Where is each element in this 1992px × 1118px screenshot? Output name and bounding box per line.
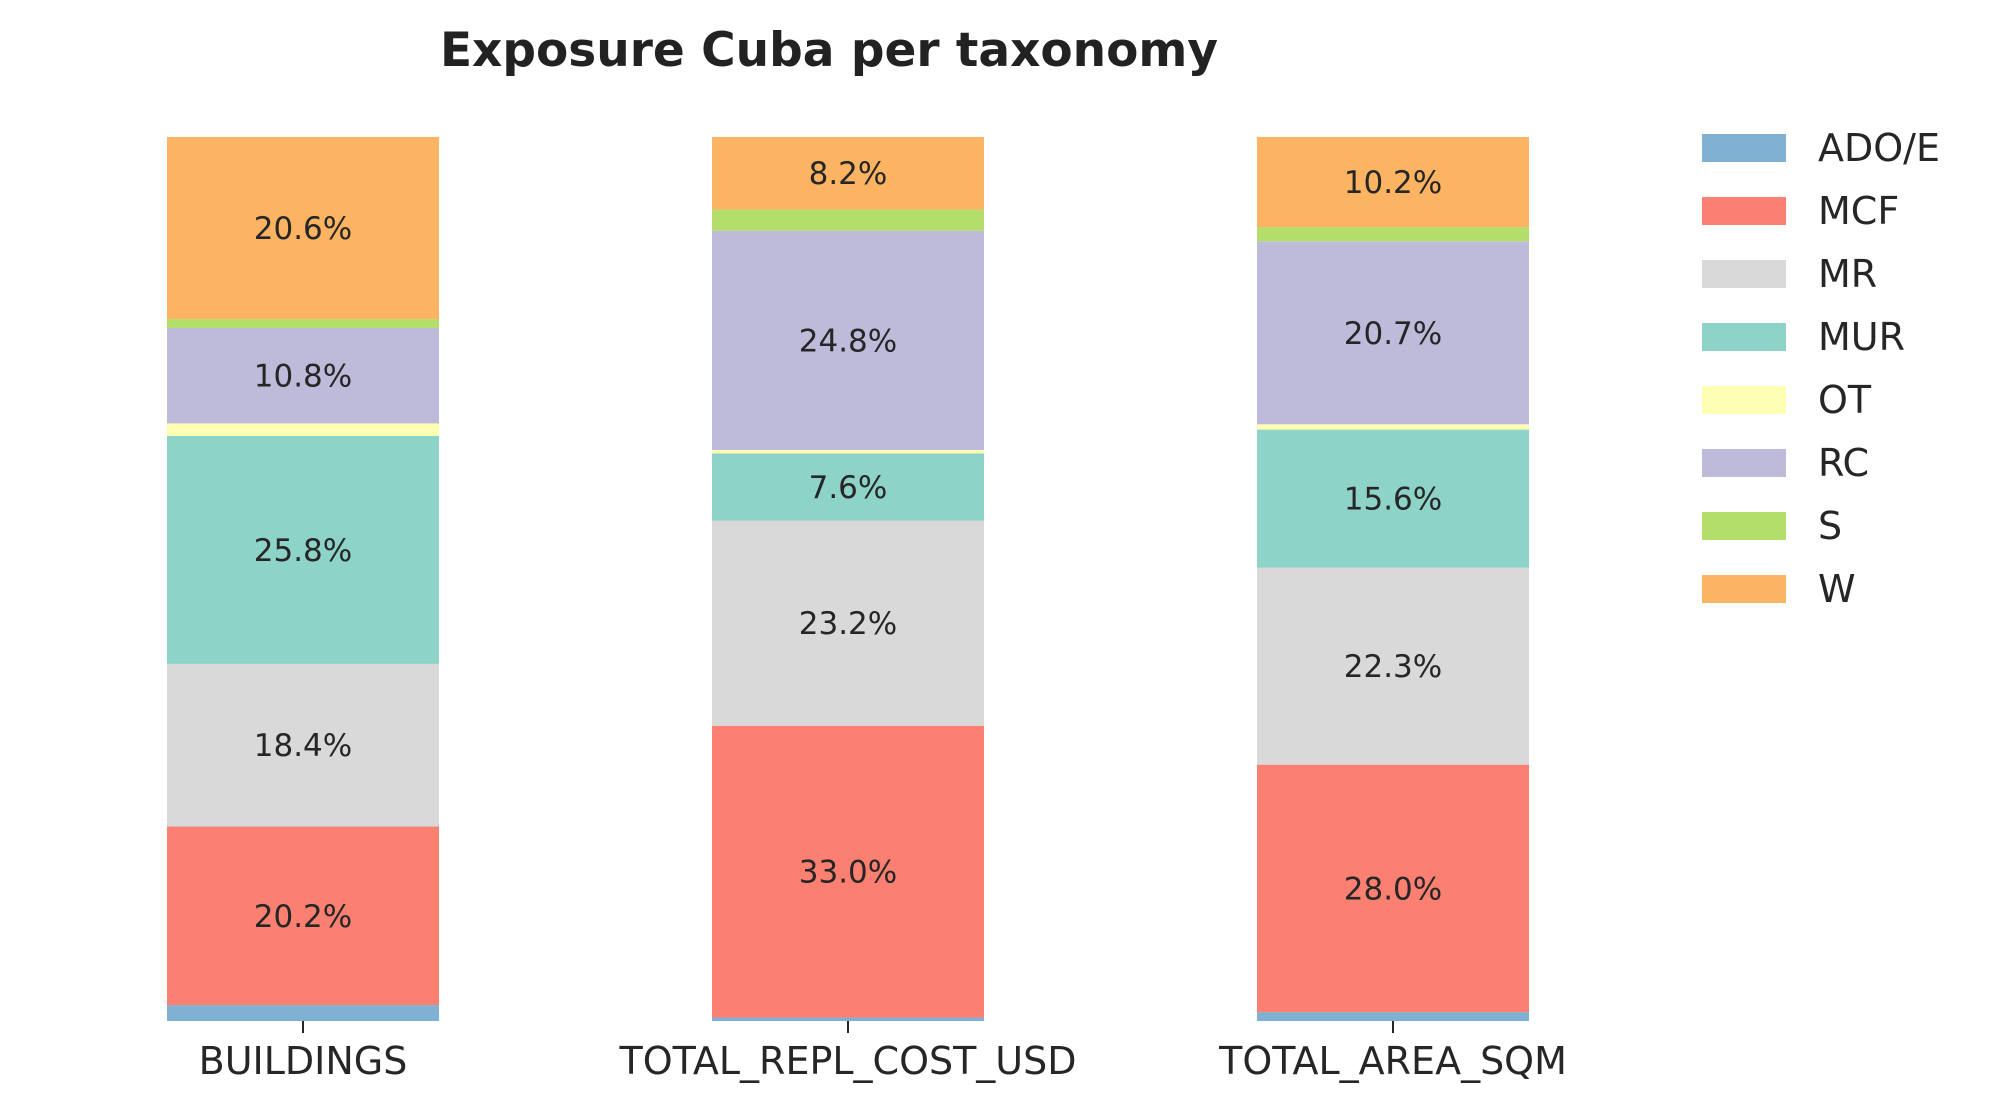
bar-segment-total-repl-cost-usd-s xyxy=(712,209,984,231)
legend-label-mr: MR xyxy=(1818,252,1877,296)
data-label-buildings-mr: 18.4% xyxy=(254,728,352,764)
bar-segment-buildings-mcf xyxy=(167,826,439,1006)
legend-swatch-rc xyxy=(1702,449,1786,477)
chart-title: Exposure Cuba per taxonomy xyxy=(440,23,1218,78)
legend-swatch-mur xyxy=(1702,323,1786,351)
data-label-buildings-w: 20.6% xyxy=(254,211,352,247)
data-label-total-repl-cost-usd-rc: 24.8% xyxy=(799,323,897,359)
bar-segment-total-area-sqm-s xyxy=(1257,227,1529,242)
segment-labels-group: 20.2% 18.4% 25.8% 10.8% 20.6% 33.0% 23.2% 7.6% 2… xyxy=(254,156,1442,935)
data-label-total-area-sqm-w: 10.2% xyxy=(1344,165,1442,201)
data-label-total-repl-cost-usd-w: 8.2% xyxy=(809,156,888,192)
legend-label-mcf: MCF xyxy=(1818,189,1899,233)
bar-segment-total-area-sqm-ado-e xyxy=(1257,1012,1529,1021)
bar-segment-total-repl-cost-usd-ot xyxy=(712,449,984,454)
data-label-buildings-rc: 10.8% xyxy=(254,359,352,395)
legend-swatch-ado-e xyxy=(1702,134,1786,162)
bar-segment-total-area-sqm-w xyxy=(1257,137,1529,228)
legend-label-w: W xyxy=(1818,567,1856,611)
bar-segment-total-repl-cost-usd-rc xyxy=(712,230,984,450)
bar-segment-buildings-mur xyxy=(167,435,439,664)
data-label-buildings-mcf: 20.2% xyxy=(254,899,352,935)
bar-segment-total-repl-cost-usd-w xyxy=(712,137,984,210)
bar-segment-buildings-ot xyxy=(167,423,439,436)
bar-segment-buildings-rc xyxy=(167,327,439,424)
legend-label-mur: MUR xyxy=(1818,315,1905,359)
bar-segment-total-area-sqm-rc xyxy=(1257,241,1529,425)
bar-segment-buildings-ado-e xyxy=(167,1005,439,1021)
data-label-total-area-sqm-mur: 15.6% xyxy=(1344,482,1442,518)
data-label-total-repl-cost-usd-mr: 23.2% xyxy=(799,606,897,642)
bar-segment-total-repl-cost-usd-ado-e xyxy=(712,1017,984,1021)
legend-label-ot: OT xyxy=(1818,378,1872,422)
legend-swatch-w xyxy=(1702,575,1786,603)
x-tick-label-total-repl-cost-usd: TOTAL_REPL_COST_USD xyxy=(618,1039,1076,1083)
data-label-total-repl-cost-usd-mur: 7.6% xyxy=(809,470,888,506)
bar-segment-total-repl-cost-usd-mur xyxy=(712,453,984,521)
x-axis: BUILDINGS TOTAL_REPL_COST_USD TOTAL_AREA_S… xyxy=(199,1021,1567,1083)
data-label-total-area-sqm-mr: 22.3% xyxy=(1344,649,1442,685)
bar-segment-total-area-sqm-mr xyxy=(1257,567,1529,765)
bars-group xyxy=(167,137,1529,1021)
bar-segment-buildings-s xyxy=(167,319,439,328)
legend-swatch-mr xyxy=(1702,260,1786,288)
legend: ADO/E MCF MR MUR OT RC SW xyxy=(1702,126,1940,611)
bar-segment-total-repl-cost-usd-mr xyxy=(712,520,984,726)
bar-segment-total-repl-cost-usd-mcf xyxy=(712,725,984,1018)
data-label-total-area-sqm-mcf: 28.0% xyxy=(1344,871,1442,907)
bar-segment-total-area-sqm-mcf xyxy=(1257,764,1529,1013)
bar-segment-buildings-w xyxy=(167,137,439,320)
legend-label-s: S xyxy=(1818,504,1842,548)
x-tick-label-total-area-sqm: TOTAL_AREA_SQM xyxy=(1218,1039,1567,1083)
legend-swatch-ot xyxy=(1702,386,1786,414)
legend-label-ado-e: ADO/E xyxy=(1818,126,1940,170)
bar-segment-buildings-mr xyxy=(167,663,439,827)
legend-swatch-s xyxy=(1702,512,1786,540)
bar-segment-total-area-sqm-ot xyxy=(1257,424,1529,430)
data-label-total-repl-cost-usd-mcf: 33.0% xyxy=(799,855,897,891)
bar-segment-total-area-sqm-mur xyxy=(1257,429,1529,568)
legend-label-rc: RC xyxy=(1818,441,1869,485)
data-label-buildings-mur: 25.8% xyxy=(254,533,352,569)
data-label-total-area-sqm-rc: 20.7% xyxy=(1344,316,1442,352)
x-tick-label-buildings: BUILDINGS xyxy=(199,1039,408,1083)
legend-swatch-mcf xyxy=(1702,197,1786,225)
